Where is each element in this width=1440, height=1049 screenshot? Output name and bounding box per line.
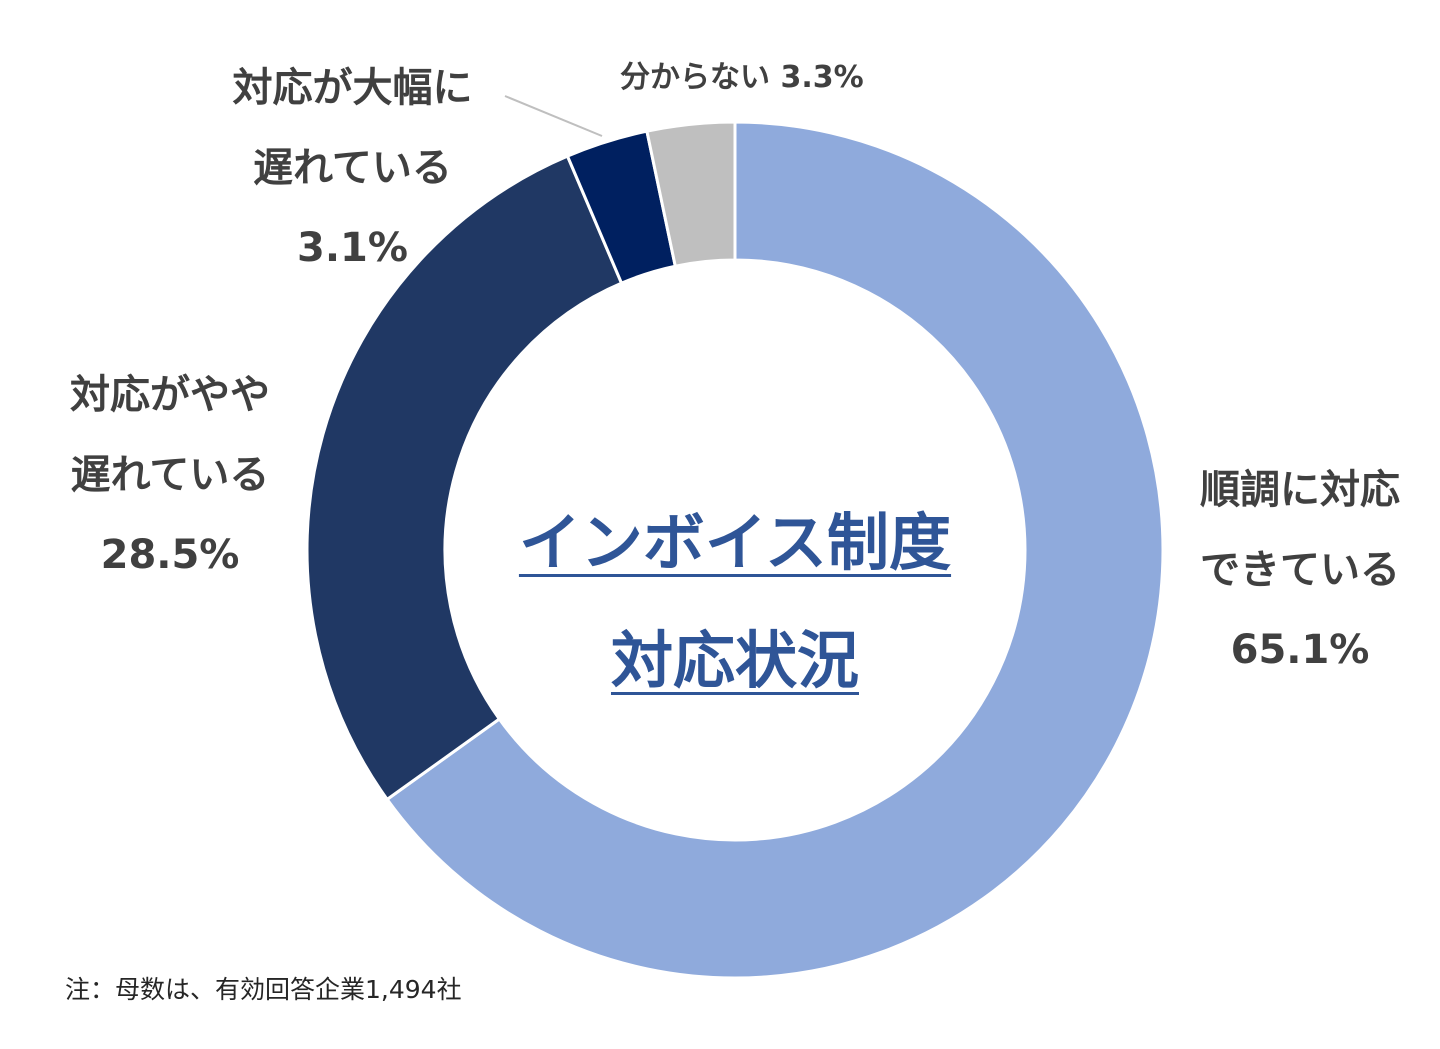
center-title-line2: 対応状況 bbox=[610, 624, 859, 697]
label-line: 遅れている bbox=[253, 145, 452, 191]
label-line: 対応がやや bbox=[70, 372, 270, 418]
value-label: 65.1% bbox=[1230, 627, 1370, 673]
value-label: 28.5% bbox=[100, 532, 240, 578]
label-line: できている bbox=[1200, 547, 1400, 593]
value-label: 3.1% bbox=[297, 225, 408, 271]
donut-slice-0 bbox=[385, 120, 1165, 980]
label-line: 順調に対応 bbox=[1200, 467, 1400, 513]
donut-slice-1 bbox=[305, 154, 624, 802]
value-label: 3.3% bbox=[780, 60, 864, 95]
label-line: 分からない bbox=[620, 60, 770, 95]
leader-line bbox=[504, 95, 603, 137]
donut-slice-3 bbox=[645, 120, 737, 268]
label-line: 遅れている bbox=[70, 452, 270, 498]
label-on-track: 順調に対応 できている 65.1% bbox=[1175, 450, 1425, 690]
label-unknown: 分からない 3.3% bbox=[620, 38, 864, 118]
label-line: 対応が大幅に bbox=[232, 65, 473, 111]
center-title-line1: インボイス制度 bbox=[518, 506, 952, 579]
label-slightly-late: 対応がやや 遅れている 28.5% bbox=[40, 355, 300, 595]
label-very-late: 対応が大幅に 遅れている 3.1% bbox=[200, 48, 505, 288]
footnote: 注：母数は、有効回答企業1,494社 bbox=[65, 975, 462, 1004]
